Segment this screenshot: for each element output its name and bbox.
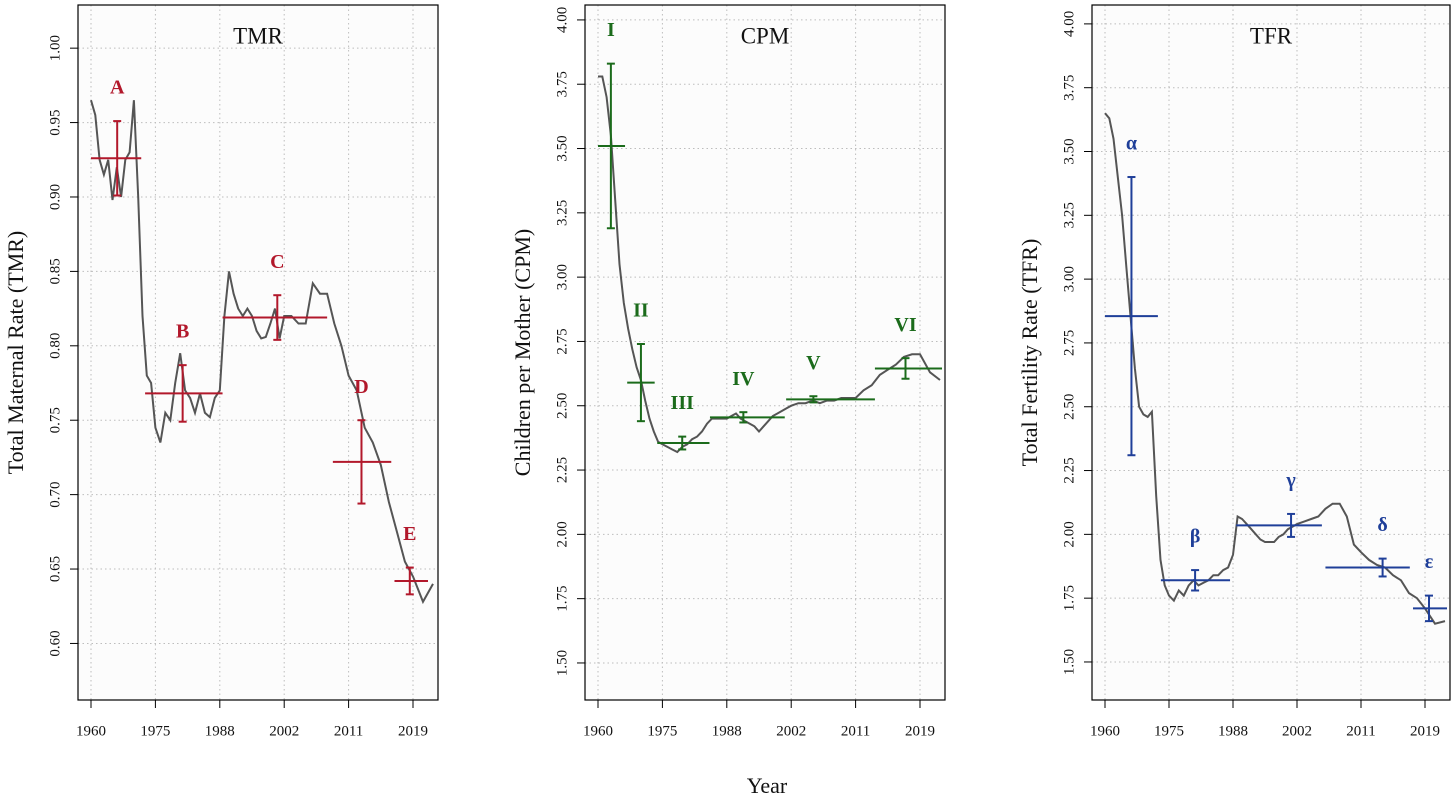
x-tick-label: 1975 bbox=[1154, 723, 1184, 739]
x-tick-label: 2011 bbox=[841, 723, 870, 739]
x-tick-label: 1960 bbox=[583, 723, 613, 739]
segment-label: γ bbox=[1285, 470, 1296, 492]
plot-area bbox=[585, 5, 945, 700]
error-bar bbox=[1127, 176, 1136, 457]
x-tick-label: 2011 bbox=[1346, 723, 1375, 739]
y-tick-label: 2.00 bbox=[1061, 521, 1077, 547]
y-tick-label: 3.75 bbox=[554, 71, 570, 97]
segment-label: V bbox=[806, 352, 821, 374]
y-tick-label: 1.75 bbox=[1061, 585, 1077, 611]
plot-frame bbox=[584, 4, 946, 701]
error-bar bbox=[809, 395, 818, 404]
segment-label: A bbox=[110, 77, 125, 99]
panel-title: TMR bbox=[233, 23, 284, 48]
segment-label: δ bbox=[1377, 514, 1387, 536]
y-tick-label: 3.25 bbox=[554, 200, 570, 226]
x-tick-label: 2011 bbox=[334, 723, 363, 739]
error-bar bbox=[405, 566, 414, 596]
y-tick-label: 2.50 bbox=[554, 393, 570, 419]
y-tick-label: 3.00 bbox=[554, 264, 570, 290]
x-tick-label: 1975 bbox=[647, 723, 677, 739]
plot-area bbox=[1092, 5, 1450, 700]
x-axis-label: Year bbox=[747, 773, 788, 798]
segment-label: C bbox=[270, 251, 284, 273]
panel-title: TFR bbox=[1250, 23, 1293, 48]
y-tick-label: 1.50 bbox=[1061, 649, 1077, 675]
series-line bbox=[1104, 112, 1446, 625]
segment-label: ε bbox=[1425, 551, 1434, 573]
y-tick-label: 1.00 bbox=[47, 35, 63, 61]
error-bar bbox=[606, 62, 615, 230]
x-tick-label: 2019 bbox=[1410, 723, 1440, 739]
y-tick-label: 2.25 bbox=[554, 457, 570, 483]
segment-label: α bbox=[1126, 133, 1137, 155]
segment-label: I bbox=[607, 19, 615, 41]
y-tick-label: 4.00 bbox=[1061, 11, 1077, 37]
plot-area bbox=[78, 5, 438, 700]
x-tick-label: 1988 bbox=[1218, 723, 1248, 739]
y-tick-label: 1.50 bbox=[554, 650, 570, 676]
error-bar bbox=[1287, 512, 1296, 538]
x-tick-label: 2019 bbox=[905, 723, 935, 739]
x-tick-label: 2019 bbox=[398, 723, 428, 739]
segment-label: IV bbox=[732, 368, 755, 390]
y-tick-label: 0.65 bbox=[47, 556, 63, 582]
error-bar bbox=[1378, 557, 1387, 578]
error-bar bbox=[113, 120, 122, 197]
error-bar bbox=[1425, 594, 1433, 623]
error-bar bbox=[678, 435, 687, 451]
panel-title: CPM bbox=[741, 23, 790, 48]
y-tick-label: 2.25 bbox=[1061, 457, 1077, 483]
segment-label: E bbox=[403, 523, 416, 545]
y-tick-label: 2.75 bbox=[1061, 330, 1077, 356]
segment-label: β bbox=[1190, 526, 1201, 548]
segment-label: II bbox=[633, 300, 649, 322]
x-tick-label: 1975 bbox=[140, 723, 170, 739]
y-axis-label: Children per Mother (CPM) bbox=[510, 229, 535, 476]
y-tick-label: 0.70 bbox=[47, 482, 63, 508]
error-bar bbox=[901, 357, 910, 380]
y-tick-label: 0.95 bbox=[47, 109, 63, 135]
plot-frame bbox=[77, 4, 439, 701]
y-tick-label: 3.50 bbox=[554, 135, 570, 161]
y-tick-label: 0.60 bbox=[47, 630, 63, 656]
x-tick-label: 1988 bbox=[712, 723, 742, 739]
y-tick-label: 3.25 bbox=[1061, 202, 1077, 228]
x-tick-label: 2002 bbox=[1282, 723, 1312, 739]
y-tick-label: 0.90 bbox=[47, 184, 63, 210]
y-tick-label: 0.85 bbox=[47, 258, 63, 284]
y-tick-label: 3.00 bbox=[1061, 266, 1077, 292]
x-tick-label: 1988 bbox=[205, 723, 235, 739]
error-bar bbox=[1191, 569, 1200, 592]
y-axis-label: Total Maternal Rate (TMR) bbox=[3, 231, 28, 474]
x-tick-label: 2002 bbox=[776, 723, 806, 739]
y-tick-label: 3.75 bbox=[1061, 75, 1077, 101]
error-bar bbox=[636, 343, 645, 423]
x-tick-label: 1960 bbox=[76, 723, 106, 739]
segment-label: VI bbox=[894, 314, 916, 336]
x-tick-label: 1960 bbox=[1090, 723, 1120, 739]
y-tick-label: 1.75 bbox=[554, 586, 570, 612]
x-tick-label: 2002 bbox=[269, 723, 299, 739]
y-tick-label: 2.00 bbox=[554, 521, 570, 547]
y-tick-label: 4.00 bbox=[554, 7, 570, 33]
series-line bbox=[90, 99, 434, 605]
y-tick-label: 3.50 bbox=[1061, 138, 1077, 164]
error-bar bbox=[178, 364, 187, 423]
y-axis-label: Total Fertility Rate (TFR) bbox=[1017, 239, 1042, 467]
segment-label: D bbox=[354, 376, 368, 398]
error-bar bbox=[739, 411, 748, 424]
y-tick-label: 0.75 bbox=[47, 407, 63, 433]
plot-frame bbox=[1091, 4, 1451, 701]
y-tick-label: 0.80 bbox=[47, 333, 63, 359]
segment-label: B bbox=[176, 321, 189, 343]
y-tick-label: 2.50 bbox=[1061, 394, 1077, 420]
segment-label: III bbox=[671, 392, 695, 414]
y-tick-label: 2.75 bbox=[554, 328, 570, 354]
error-bar bbox=[357, 419, 366, 505]
error-bar bbox=[273, 294, 282, 341]
